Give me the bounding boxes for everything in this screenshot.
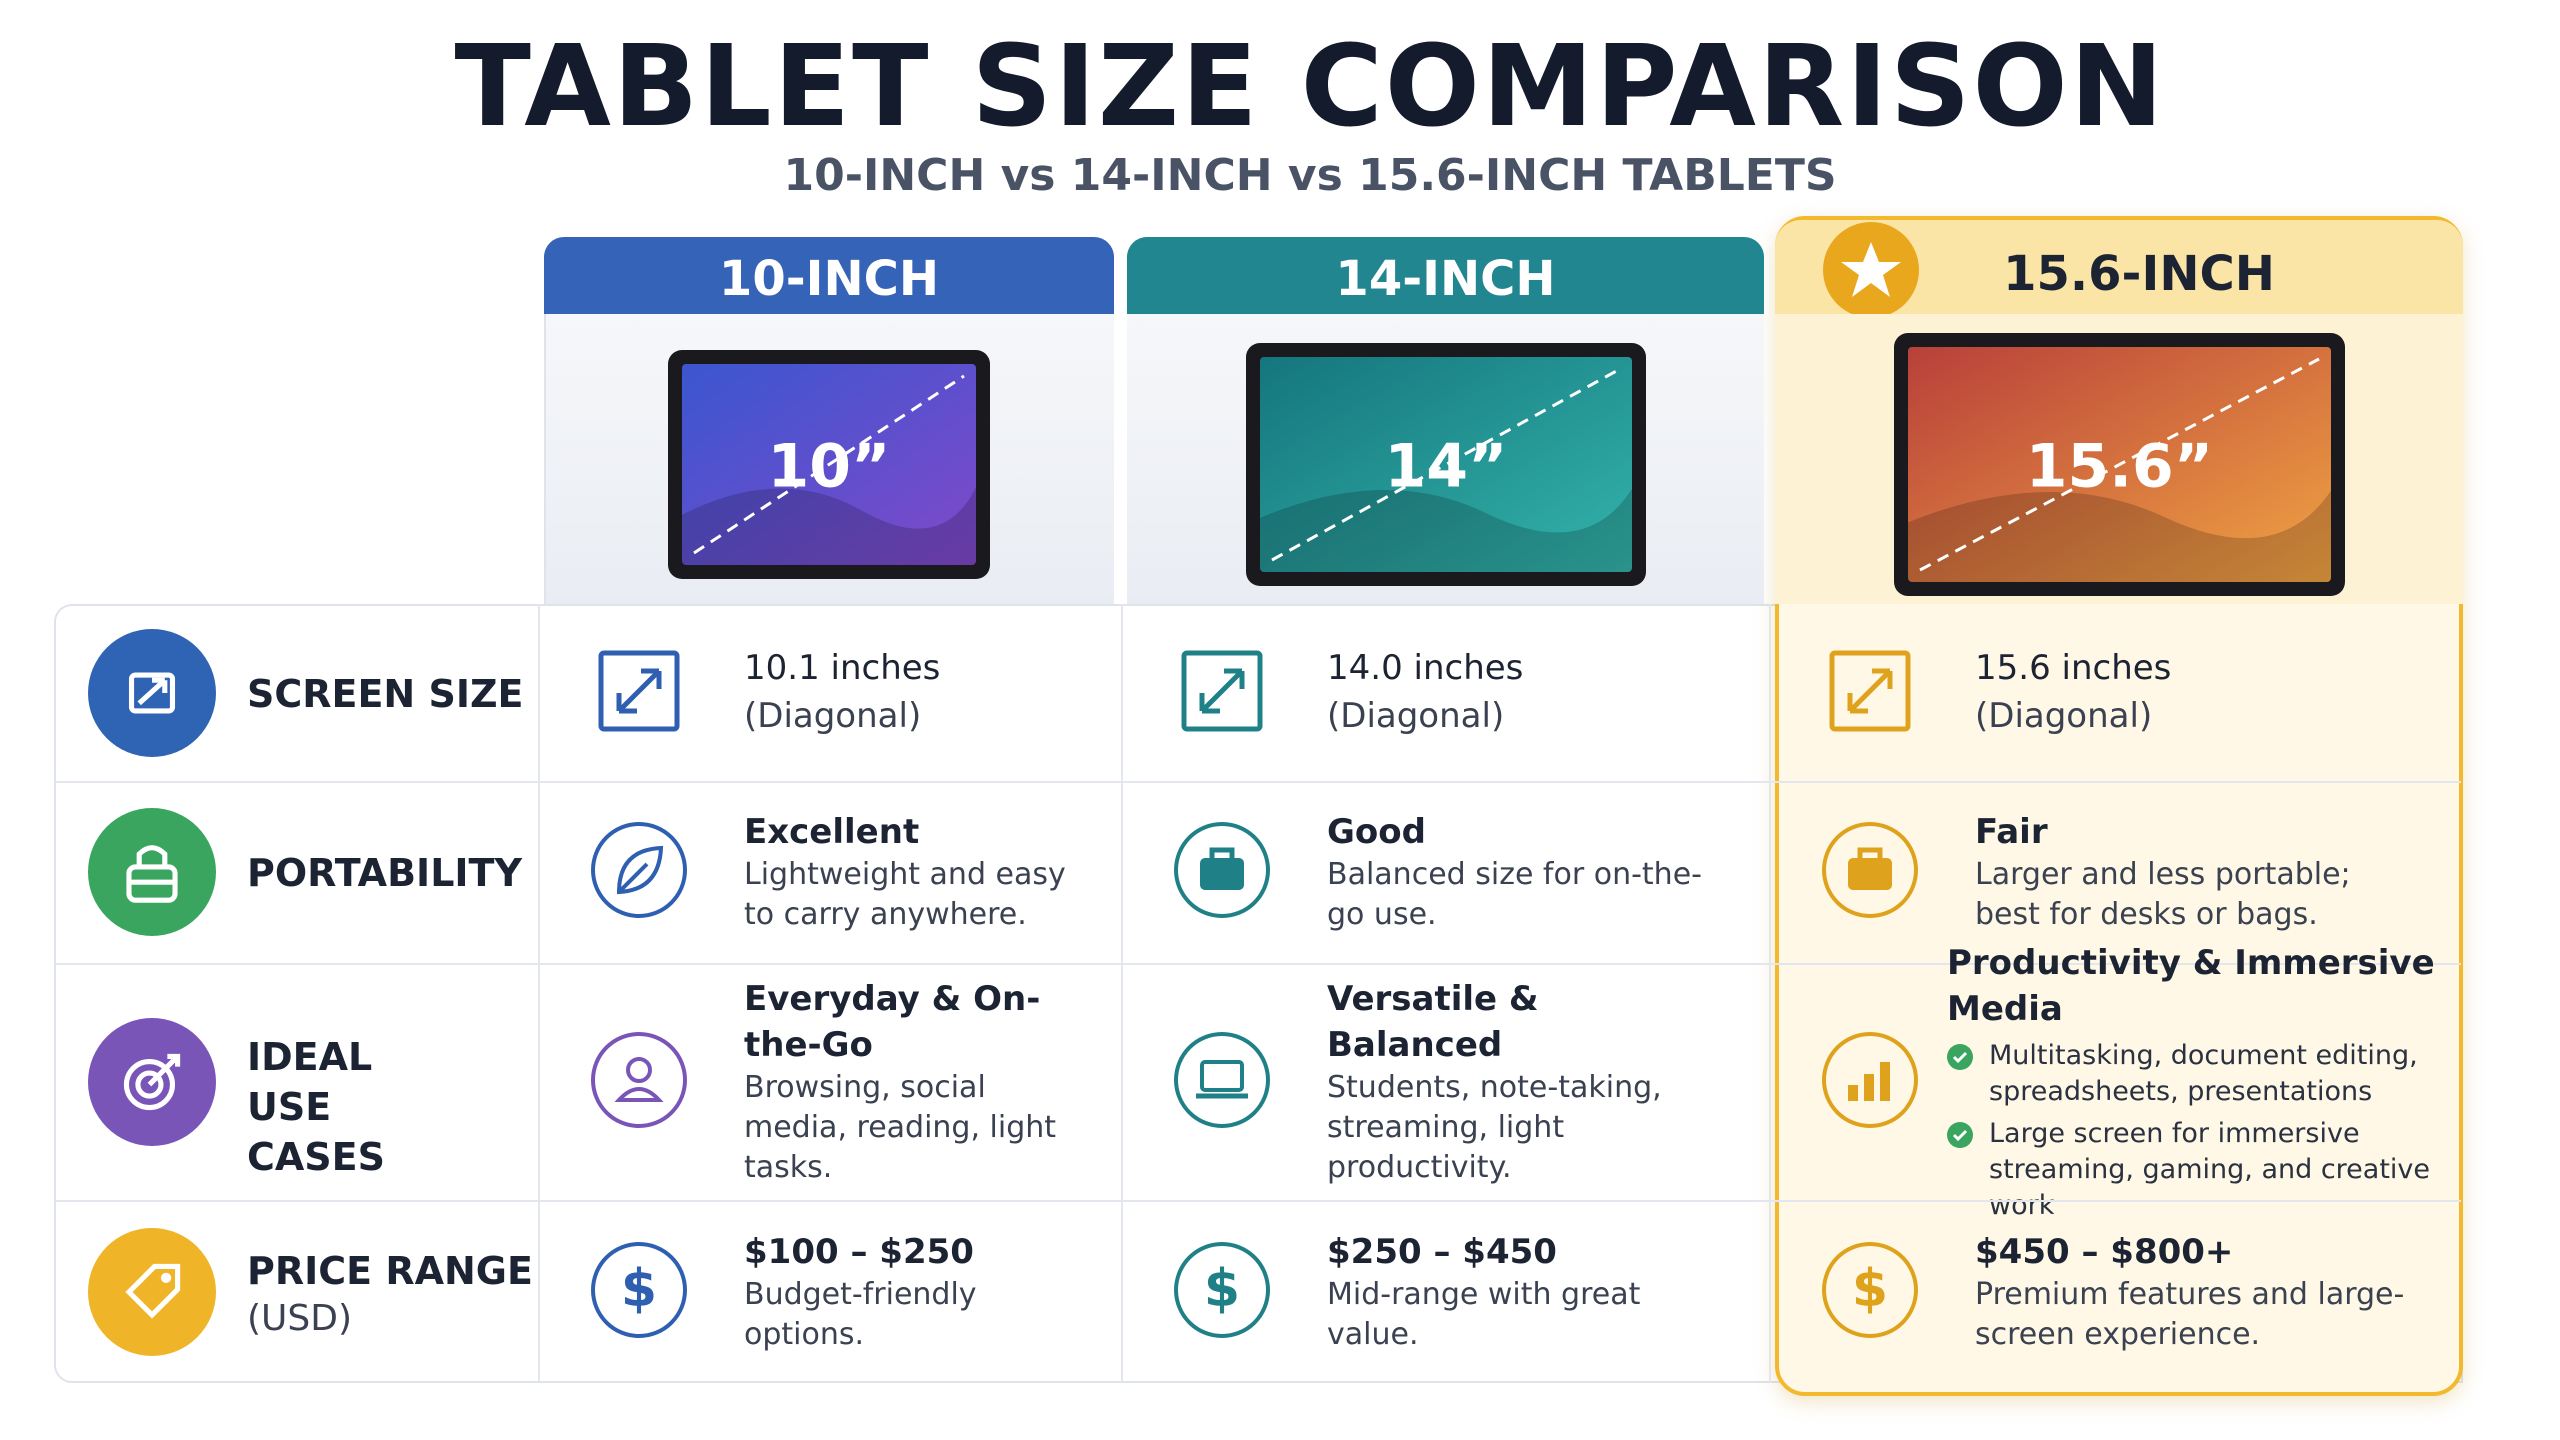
cell-text: Balanced size for on-the-go use. bbox=[1327, 857, 1702, 932]
cell-heading: $250 – $450 bbox=[1327, 1231, 1557, 1272]
cell-heading: Versatile & Balanced bbox=[1327, 978, 1539, 1065]
screen-label: 10” bbox=[768, 431, 891, 501]
row-label: IDEAL USE CASES bbox=[247, 1034, 385, 1179]
row-icon bbox=[88, 1017, 216, 1146]
cell-content: Good Balanced size for on-the-go use. bbox=[1327, 781, 1724, 963]
column-divider bbox=[1121, 781, 1123, 963]
cell-icon bbox=[1822, 822, 1918, 918]
cell-icon bbox=[1174, 1031, 1270, 1128]
bullet-text: Large screen for immersive streaming, ga… bbox=[1989, 1117, 2431, 1221]
cell-content: Everyday & On-the-Go Browsing, social med… bbox=[744, 963, 1074, 1200]
title: TABLET SIZE COMPARISON bbox=[454, 22, 2166, 152]
check-icon bbox=[1947, 1043, 1973, 1070]
cell-text: Mid-range with great value. bbox=[1327, 1276, 1641, 1352]
row-label: PRICE RANGE bbox=[247, 1248, 533, 1293]
cell-text: Students, note-taking, streaming, light … bbox=[1327, 1069, 1662, 1185]
column-divider bbox=[538, 604, 540, 781]
cell-heading: $100 – $250 bbox=[744, 1231, 974, 1272]
cell-heading: 14.0 inches bbox=[1327, 647, 1524, 688]
column-divider bbox=[1769, 781, 1771, 963]
svg-text:$: $ bbox=[1204, 1259, 1240, 1319]
cell-content: Versatile & Balanced Students, note-takin… bbox=[1327, 963, 1724, 1200]
row-icon bbox=[88, 1227, 216, 1356]
row-label: SCREEN SIZE bbox=[247, 671, 524, 716]
screen-label: 14” bbox=[1384, 431, 1507, 501]
cell-heading: Good bbox=[1327, 812, 1426, 852]
cell-icon bbox=[598, 650, 680, 731]
column-title: 15.6-INCH bbox=[2003, 246, 2275, 302]
column-divider bbox=[1121, 604, 1123, 781]
tablet: 14” bbox=[1245, 342, 1646, 586]
cell-content: 10.1 inches (Diagonal) bbox=[744, 604, 1074, 781]
bullet: Large screen for immersive streaming, ga… bbox=[1947, 1116, 2447, 1224]
bullet: Multitasking, document editing, spreadsh… bbox=[1947, 1038, 2447, 1110]
cell-content: Productivity & Immersive Media Multitaski… bbox=[1947, 943, 2447, 1221]
cell-text: Browsing, social media, reading, light t… bbox=[744, 1069, 1057, 1185]
svg-text:$: $ bbox=[1852, 1259, 1888, 1319]
row-sublabel: (USD) bbox=[247, 1297, 353, 1339]
cell-heading: Fair bbox=[1975, 812, 2048, 852]
column-title: 14-INCH bbox=[1335, 251, 1556, 307]
cell-icon: $ bbox=[1822, 1241, 1918, 1338]
column-divider bbox=[1769, 963, 1771, 1200]
cell-icon bbox=[1822, 1031, 1918, 1128]
cell-heading: 15.6 inches bbox=[1975, 647, 2172, 688]
row-divider bbox=[56, 963, 2461, 965]
cell-text: (Diagonal) bbox=[1327, 695, 1505, 736]
column-header: 14-INCH bbox=[1127, 237, 1764, 314]
column-divider bbox=[538, 781, 540, 963]
svg-text:$: $ bbox=[621, 1259, 657, 1319]
cell-content: Fair Larger and less portable; best for d… bbox=[1975, 781, 2423, 963]
column-divider bbox=[538, 1200, 540, 1383]
cell-content: Excellent Lightweight and easy to carry a… bbox=[744, 781, 1074, 963]
column-title: 10-INCH bbox=[718, 251, 940, 307]
cell-icon bbox=[591, 822, 687, 918]
column-divider bbox=[1121, 1200, 1123, 1383]
cell-text: Lightweight and easy to carry anywhere. bbox=[744, 857, 1066, 932]
row-divider bbox=[56, 1200, 2461, 1202]
cell-heading: Everyday & On-the-Go bbox=[744, 978, 1041, 1065]
cell-content: 14.0 inches (Diagonal) bbox=[1327, 604, 1724, 781]
column-header: 15.6-INCH bbox=[1775, 220, 2463, 318]
cell-icon: $ bbox=[591, 1241, 687, 1338]
column-header: 10-INCH bbox=[544, 237, 1114, 314]
screen-label: 15.6” bbox=[2025, 431, 2212, 501]
cell-content: $250 – $450 Mid-range with great value. bbox=[1327, 1200, 1724, 1383]
cell-text: (Diagonal) bbox=[1975, 695, 2153, 736]
cell-content: $100 – $250 Budget-friendly options. bbox=[744, 1200, 1074, 1383]
column-divider bbox=[1121, 963, 1123, 1200]
cell-icon bbox=[591, 1031, 687, 1128]
cell-text: Budget-friendly options. bbox=[744, 1276, 977, 1352]
cell-text: Premium features and large-screen experi… bbox=[1975, 1276, 2405, 1352]
tablet: 15.6” bbox=[1893, 332, 2345, 596]
check-icon bbox=[1947, 1121, 1973, 1148]
cell-content: $450 – $800+ Premium features and large-s… bbox=[1975, 1200, 2423, 1383]
cell-text: Larger and less portable; best for desks… bbox=[1975, 857, 2351, 932]
cell-heading: $450 – $800+ bbox=[1975, 1231, 2234, 1272]
tablet: 10” bbox=[668, 349, 990, 579]
bullet-text: Multitasking, document editing, spreadsh… bbox=[1989, 1039, 2418, 1107]
row-icon bbox=[88, 808, 216, 936]
cell-icon bbox=[1829, 650, 1911, 731]
row-divider bbox=[56, 781, 2461, 783]
row-label: PORTABILITY bbox=[247, 851, 522, 895]
column-divider bbox=[1769, 1200, 1771, 1383]
cell-icon bbox=[1174, 822, 1270, 918]
cell-heading: 10.1 inches bbox=[744, 647, 941, 688]
cell-heading: Excellent bbox=[744, 812, 920, 852]
cell-heading: Productivity & Immersive Media bbox=[1947, 942, 2435, 1029]
star-badge bbox=[1823, 222, 1919, 318]
subtitle: 10-INCH vs 14-INCH vs 15.6-INCH TABLETS bbox=[783, 150, 1837, 201]
cell-text: (Diagonal) bbox=[744, 695, 922, 736]
cell-content: 15.6 inches (Diagonal) bbox=[1975, 604, 2423, 781]
column-divider bbox=[1769, 604, 1771, 781]
cell-icon: $ bbox=[1174, 1241, 1270, 1338]
row-icon bbox=[88, 628, 216, 757]
cell-icon bbox=[1181, 650, 1263, 731]
column-divider bbox=[538, 963, 540, 1200]
